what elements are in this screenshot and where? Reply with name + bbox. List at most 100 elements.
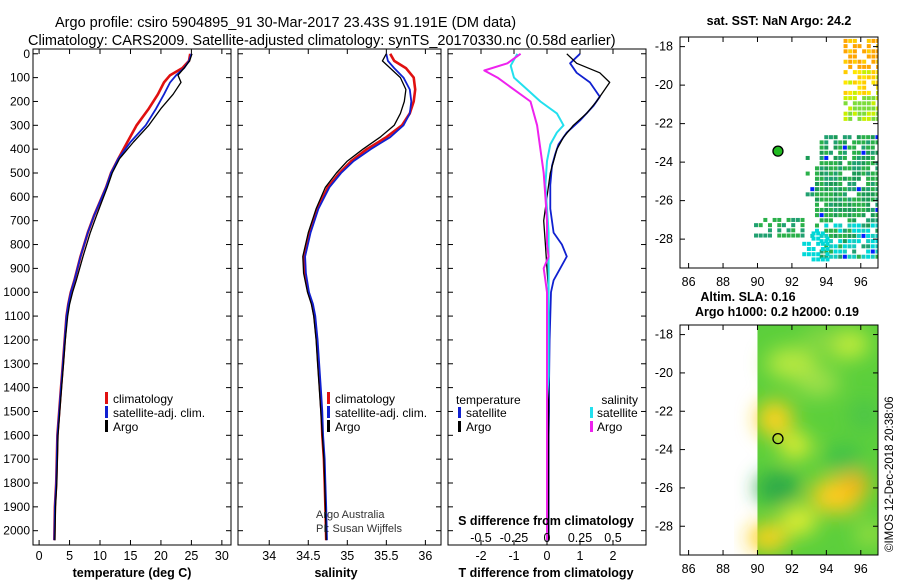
sst-pixel [842, 207, 847, 212]
sst-pixel [852, 228, 857, 233]
depth-tick-label: 1000 [3, 285, 30, 299]
sla-field-anomalies [747, 328, 878, 552]
sst-pixel [852, 90, 857, 95]
sst-pixel [871, 111, 876, 116]
sst-pixel [814, 228, 819, 233]
sst-pixel [824, 135, 829, 140]
legend-swatch-s-satellite [590, 407, 593, 418]
temperature-axes-frame [32, 48, 232, 546]
sst-argo-location-marker [772, 145, 784, 157]
sst-pixel [866, 140, 871, 145]
map-y-tick-label: -18 [655, 40, 673, 54]
s-difference-tick-labels: -0.5 -0.25 0 0.25 0.5 [470, 531, 622, 545]
sst-pixel [838, 145, 843, 150]
sst-pixel [875, 233, 878, 238]
depth-tick-label: 1900 [3, 500, 30, 514]
sst-pixel [870, 239, 875, 244]
sst-pixel [824, 140, 829, 145]
sst-pixel [866, 192, 871, 197]
sst-pixel [876, 70, 878, 75]
sst-pixel [825, 241, 830, 246]
sst-pixel [866, 75, 871, 80]
sst-pixel [814, 176, 819, 181]
depth-tick-label: 900 [10, 261, 30, 275]
sst-pixel [876, 111, 878, 116]
sst-pixel [811, 247, 816, 252]
depth-tick-label: 1600 [3, 428, 30, 442]
sst-pixel [876, 75, 878, 80]
sst-pixel [866, 228, 871, 233]
map-x-tick-label: 86 [682, 562, 696, 576]
sst-pixel [876, 54, 878, 59]
sst-pixel [852, 44, 857, 49]
sst-pixel [806, 252, 811, 257]
x-tick-label: -2 [475, 549, 486, 563]
x-tick-label: 20 [154, 549, 168, 563]
sst-pixel [871, 96, 876, 101]
sst-pixel [824, 207, 829, 212]
sla-argo-location-marker [772, 433, 784, 445]
sst-pixel [847, 197, 852, 202]
sst-pixel [866, 44, 871, 49]
legend-swatch-t-satellite [458, 407, 461, 418]
sst-pixel [824, 187, 829, 192]
sst-pixel [852, 213, 857, 218]
sst-pixel [852, 145, 857, 150]
map-x-tick-label: 96 [854, 275, 868, 289]
sst-pixel [852, 38, 857, 43]
sst-pixel [866, 166, 871, 171]
sst-pixel [876, 64, 878, 69]
sst-pixel [856, 140, 861, 145]
map-y-tick-label: -24 [655, 155, 673, 169]
sst-pixel [819, 155, 824, 160]
sst-pixel [866, 249, 871, 254]
sst-pixel [824, 150, 829, 155]
sst-pixel [866, 155, 871, 160]
depth-tick-label: 1200 [3, 333, 30, 347]
sst-pixel [833, 140, 838, 145]
sst-pixel [842, 140, 847, 145]
sst-pixel [838, 233, 843, 238]
sst-pixel [861, 140, 866, 145]
sst-pixel [861, 155, 866, 160]
map-y-tick-label: -28 [655, 232, 673, 246]
legend-swatch-t-argo [458, 421, 461, 432]
sst-pixel [870, 223, 875, 228]
t-difference-x-ticks: -2 -1 0 1 2 [475, 49, 617, 563]
sst-pixel-field [754, 38, 878, 262]
sst-pixel [819, 166, 824, 171]
sst-pixel [861, 187, 866, 192]
sst-pixel [861, 202, 866, 207]
sst-pixel [802, 252, 807, 257]
sst-pixel [838, 207, 843, 212]
depth-tick-label: 1400 [3, 381, 30, 395]
sst-pixel [838, 197, 843, 202]
sst-pixel [871, 106, 876, 111]
sst-pixel [861, 161, 866, 166]
map-y-tick-label: -20 [655, 366, 673, 380]
sst-pixel [843, 44, 848, 49]
series-line-argo [302, 53, 407, 541]
sst-pixel [862, 75, 867, 80]
imos-timestamp: ©IMOS 12-Dec-2018 20:38:06 [884, 396, 896, 552]
s-diff-tick-label: -0.25 [500, 531, 529, 545]
sla-anomaly-blob [850, 401, 878, 430]
depth-tick-label: 400 [10, 142, 30, 156]
sst-pixel [820, 231, 825, 236]
sst-pixel [861, 145, 866, 150]
sst-pixel [852, 249, 857, 254]
sst-pixel [856, 176, 861, 181]
sst-pixel [838, 223, 843, 228]
sst-pixel [848, 54, 853, 59]
map-x-tick-label: 94 [819, 562, 833, 576]
sst-pixel [875, 244, 878, 249]
sst-pixel [875, 181, 878, 186]
sst-pixel [819, 171, 824, 176]
sst-pixel [842, 155, 847, 160]
legend-label-s-satellite: satellite [597, 406, 638, 420]
sst-pixel [805, 192, 810, 197]
sst-pixel [871, 59, 876, 64]
sst-pixel [816, 231, 821, 236]
sst-pixel [871, 54, 876, 59]
sst-pixel [875, 171, 878, 176]
